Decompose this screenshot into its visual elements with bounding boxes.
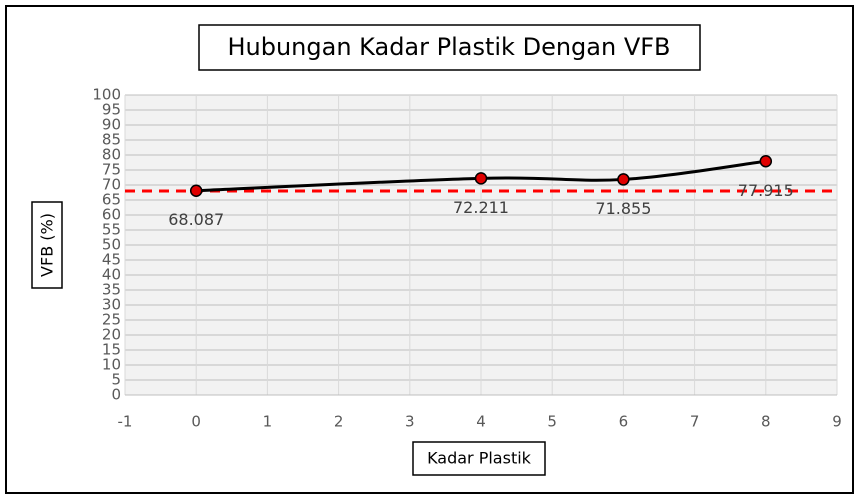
y-label-group: VFB (%) xyxy=(31,201,63,289)
x-tick-label: -1 xyxy=(118,413,133,431)
x-axis-label: Kadar Plastik xyxy=(427,449,532,468)
series-line xyxy=(196,159,766,193)
x-tick-label: 6 xyxy=(619,413,629,431)
y-label-box xyxy=(31,201,63,289)
y-tick-label: 45 xyxy=(102,251,121,269)
y-tick-label: 20 xyxy=(102,326,121,344)
y-tick-label: 5 xyxy=(111,371,121,389)
y-tick-label: 85 xyxy=(102,131,121,149)
point xyxy=(759,155,773,168)
x-label-box xyxy=(412,441,546,476)
y-tick-label: 65 xyxy=(102,191,121,209)
point xyxy=(189,184,203,197)
data-label: 68.087 xyxy=(168,210,224,229)
y-axis-label: VFB (%) xyxy=(38,213,57,277)
x-tick-label: 7 xyxy=(690,413,700,431)
y-tick-label: 10 xyxy=(102,356,121,374)
x-tick-label: 5 xyxy=(547,413,557,431)
x-tick-label: 8 xyxy=(761,413,771,431)
y-tick-label: 35 xyxy=(102,281,121,299)
x-tick-label: 1 xyxy=(263,413,273,431)
y-tick-label: 80 xyxy=(102,146,121,164)
x-tick-label: 4 xyxy=(476,413,486,431)
data-label: 77.915 xyxy=(738,181,794,200)
data-label: 72.211 xyxy=(453,198,509,217)
chart-title: Hubungan Kadar Plastik Dengan VFB xyxy=(227,33,670,61)
title-box xyxy=(198,24,701,71)
y-tick-label: 50 xyxy=(102,236,121,254)
y-tick-label: 55 xyxy=(102,221,121,239)
x-tick-label: 2 xyxy=(334,413,344,431)
x-tick-label: 0 xyxy=(191,413,201,431)
x-tick-label: 9 xyxy=(832,413,842,431)
x-tick-label: 3 xyxy=(405,413,415,431)
y-tick-label: 15 xyxy=(102,341,121,359)
point xyxy=(474,172,488,185)
y-tick-label: 100 xyxy=(92,86,121,104)
y-tick-label: 70 xyxy=(102,176,121,194)
point xyxy=(617,173,630,186)
y-tick-label: 30 xyxy=(102,296,121,314)
y-tick-label: 90 xyxy=(102,116,121,134)
y-tick-label: 0 xyxy=(111,386,121,404)
y-tick-label: 25 xyxy=(102,311,121,329)
y-tick-label: 75 xyxy=(102,161,121,179)
y-tick-label: 95 xyxy=(102,101,121,119)
y-tick-label: 40 xyxy=(102,266,121,284)
y-tick-label: 60 xyxy=(102,206,121,224)
data-label: 71.855 xyxy=(595,199,651,218)
